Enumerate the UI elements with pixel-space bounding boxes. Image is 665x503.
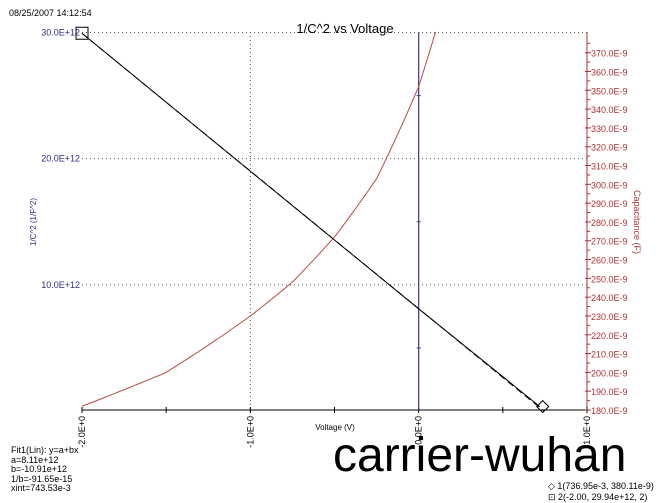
y2-tick-label: 280.0E-9 bbox=[591, 218, 628, 228]
y2-tick-label: 330.0E-9 bbox=[591, 124, 628, 134]
y2-tick-label: 240.0E-9 bbox=[591, 293, 628, 303]
y-tick-label: 30.0E+12 bbox=[41, 28, 80, 38]
fit-b: b=-10.91e+12 bbox=[11, 464, 68, 474]
legend-item-1: ◇ 1(736.95e-3, 380.11e-9) bbox=[548, 481, 654, 491]
y2-tick-label: 310.0E-9 bbox=[591, 162, 628, 172]
y2-tick-label: 220.0E-9 bbox=[591, 331, 628, 341]
y2-tick-label: 260.0E-9 bbox=[591, 256, 628, 266]
fit-results: Fit1(Lin): y=a+bx a=8.11e+12 b=-10.91e+1… bbox=[11, 445, 79, 494]
y2-tick-label: 320.0E-9 bbox=[591, 143, 628, 153]
fit-a: a=8.11e+12 bbox=[11, 454, 59, 465]
x-axis-label: Voltage (V) bbox=[315, 423, 355, 432]
y2-tick-label: 370.0E-9 bbox=[591, 49, 628, 59]
legend-item-1-label: 1(736.95e-3, 380.11e-9) bbox=[557, 481, 654, 491]
y-axis-label: 1/C^2 (1/F^2) bbox=[29, 198, 38, 246]
cursor-marker-diamond bbox=[536, 399, 550, 414]
y2-tick-label: 270.0E-9 bbox=[591, 237, 628, 247]
cursor-marker-square bbox=[75, 26, 89, 40]
y-tick-label: 10.0E+12 bbox=[41, 280, 80, 290]
y2-tick-label: 210.0E-9 bbox=[591, 350, 628, 360]
y-tick-label: 20.0E+12 bbox=[41, 154, 80, 164]
y2-tick-label: 250.0E-9 bbox=[591, 274, 628, 284]
fit-title: Fit1(Lin): y=a+bx bbox=[11, 445, 79, 455]
y2-tick-label: 290.0E-9 bbox=[591, 199, 628, 209]
y2-tick-label: 350.0E-9 bbox=[591, 86, 628, 96]
x-tick-label: -1.0E+0 bbox=[245, 416, 255, 448]
chart-title: 1/C^2 vs Voltage bbox=[296, 21, 393, 36]
x-tick-label: -2.0E+0 bbox=[77, 416, 87, 448]
watermark: carrier-wuhan bbox=[333, 429, 627, 482]
y2-tick-label: 360.0E-9 bbox=[591, 67, 628, 77]
y2-axis-label: Capacitance (F) bbox=[632, 190, 642, 254]
fit-inv-b: 1/b=-91.65e-15 bbox=[11, 473, 73, 484]
y2-tick-label: 230.0E-9 bbox=[591, 312, 628, 322]
y2-tick-label: 340.0E-9 bbox=[591, 105, 628, 115]
timestamp: 08/25/2007 14:12:54 bbox=[9, 8, 92, 18]
fit-xint: xint=743.53e-3 bbox=[11, 483, 71, 493]
capacitance-series bbox=[81, 31, 436, 407]
y2-tick-label: 180.0E-9 bbox=[591, 406, 628, 416]
legend-item-2: ⊡ 2(-2.00, 29.94e+12, 2) bbox=[548, 492, 648, 502]
legend-item-2-label: 2(-2.00, 29.94e+12, 2) bbox=[558, 492, 648, 502]
linear-fit-line bbox=[81, 32, 545, 412]
y2-tick-label: 300.0E-9 bbox=[591, 180, 628, 190]
y2-tick-label: 190.0E-9 bbox=[591, 387, 628, 397]
x-tick-label: 1.0E+0 bbox=[582, 416, 592, 445]
x-tick-label: 0.0E+0 bbox=[414, 416, 424, 445]
y2-tick-label: 200.0E-9 bbox=[591, 368, 628, 378]
